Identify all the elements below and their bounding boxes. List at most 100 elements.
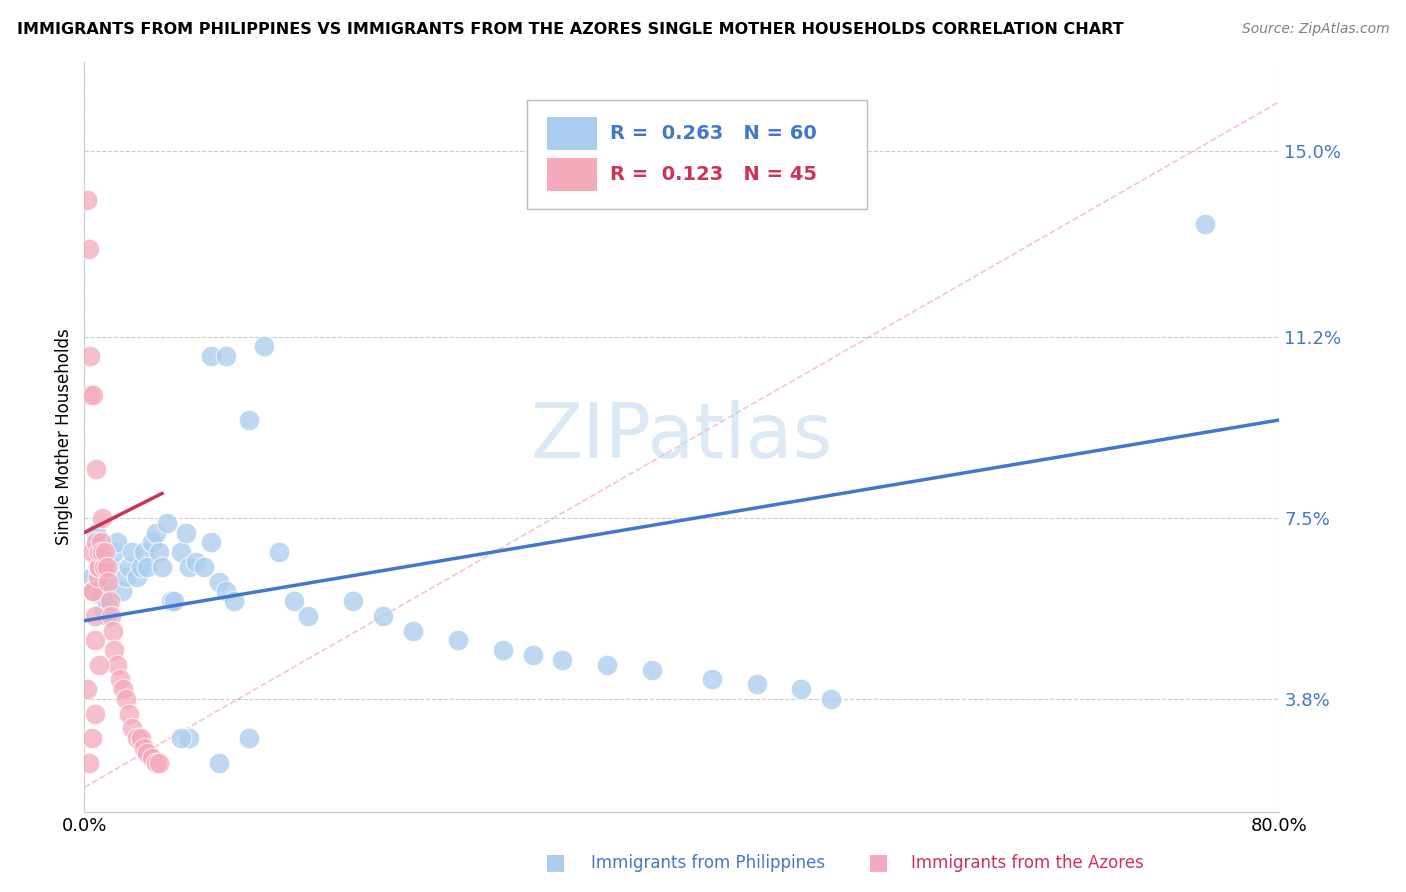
Point: [112, 682, 135, 697]
Point: [80, 545, 103, 559]
Text: ■: ■: [869, 853, 889, 872]
Point: [186, 555, 208, 569]
Point: [150, 559, 173, 574]
Point: [163, 594, 186, 608]
Point: [700, 673, 723, 687]
Point: [200, 535, 222, 549]
Point: [253, 339, 276, 353]
FancyBboxPatch shape: [527, 100, 868, 209]
Point: [80, 569, 103, 583]
Text: Immigrants from the Azores: Immigrants from the Azores: [911, 855, 1144, 872]
Point: [402, 624, 425, 638]
Point: [93, 604, 115, 618]
Point: [101, 624, 124, 638]
Point: [105, 657, 128, 672]
Point: [155, 516, 177, 530]
Point: [96, 559, 118, 574]
Point: [141, 751, 163, 765]
Point: [79, 388, 101, 402]
Text: ■: ■: [546, 853, 565, 872]
Text: Immigrants from Philippines: Immigrants from Philippines: [591, 855, 825, 872]
Point: [208, 756, 231, 770]
Point: [77, 756, 100, 770]
Point: [174, 525, 197, 540]
Point: [641, 663, 664, 677]
Point: [89, 657, 111, 672]
Point: [373, 608, 395, 623]
Point: [193, 559, 215, 574]
Point: [115, 692, 138, 706]
Point: [79, 349, 101, 363]
Point: [105, 535, 128, 549]
Point: [98, 594, 121, 608]
Point: [170, 731, 193, 746]
Point: [86, 462, 108, 476]
Point: [297, 608, 319, 623]
Point: [91, 545, 114, 559]
Point: [136, 746, 159, 760]
Point: [208, 574, 231, 589]
Point: [89, 555, 111, 569]
Point: [82, 388, 104, 402]
Point: [170, 545, 193, 559]
Point: [83, 706, 105, 721]
Point: [77, 242, 100, 256]
Text: R =  0.263   N = 60: R = 0.263 N = 60: [610, 124, 817, 143]
Y-axis label: Single Mother Households: Single Mother Households: [55, 329, 73, 545]
Point: [129, 731, 152, 746]
Point: [100, 608, 122, 623]
Point: [111, 584, 134, 599]
Point: [145, 756, 167, 770]
Point: [82, 584, 104, 599]
Point: [492, 643, 515, 657]
Point: [238, 731, 260, 746]
Point: [110, 673, 132, 687]
Bar: [547, 159, 598, 191]
Text: IMMIGRANTS FROM PHILIPPINES VS IMMIGRANTS FROM THE AZORES SINGLE MOTHER HOUSEHOL: IMMIGRANTS FROM PHILIPPINES VS IMMIGRANT…: [17, 22, 1123, 37]
Point: [96, 594, 118, 608]
Point: [132, 741, 156, 756]
Point: [522, 648, 544, 662]
Point: [148, 756, 170, 770]
Point: [342, 594, 364, 608]
Point: [86, 525, 108, 540]
Point: [132, 545, 156, 559]
Point: [90, 535, 112, 549]
Point: [177, 731, 200, 746]
Point: [136, 559, 159, 574]
Point: [177, 559, 200, 574]
Point: [267, 545, 290, 559]
Point: [89, 559, 111, 574]
Text: ZIPatlas: ZIPatlas: [530, 401, 834, 474]
Point: [215, 349, 238, 363]
Point: [745, 677, 768, 691]
Point: [222, 594, 245, 608]
Point: [447, 633, 470, 648]
Point: [100, 559, 122, 574]
Point: [118, 559, 141, 574]
Point: [215, 584, 238, 599]
Point: [121, 722, 143, 736]
Point: [89, 545, 111, 559]
Point: [87, 559, 110, 574]
Point: [86, 535, 108, 549]
Point: [76, 193, 98, 207]
Point: [121, 545, 143, 559]
Point: [200, 349, 222, 363]
Point: [118, 706, 141, 721]
Point: [238, 413, 260, 427]
Point: [129, 559, 152, 574]
Point: [91, 589, 114, 603]
Point: [160, 594, 183, 608]
Point: [283, 594, 305, 608]
Point: [596, 657, 619, 672]
Point: [91, 511, 114, 525]
Point: [87, 569, 110, 583]
Point: [83, 608, 105, 623]
Bar: [547, 117, 598, 150]
Point: [125, 731, 148, 746]
Point: [103, 643, 125, 657]
Point: [790, 682, 813, 697]
Text: Source: ZipAtlas.com: Source: ZipAtlas.com: [1241, 22, 1389, 37]
Point: [125, 569, 148, 583]
